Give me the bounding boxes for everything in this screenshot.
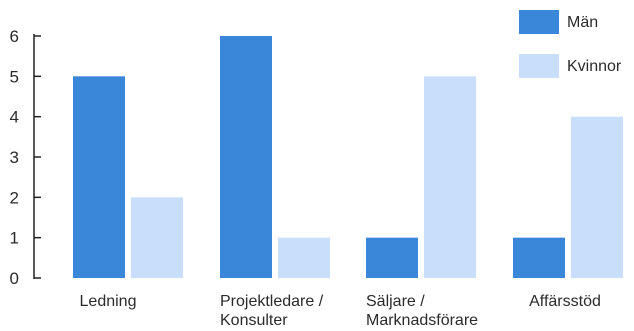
category-label-2: Säljare / Marknadsförare (366, 293, 478, 329)
legend-item-kvinnor: Kvinnor (519, 54, 622, 78)
legend-label: Män (567, 14, 598, 31)
category-label-line: Affärsstöd (529, 293, 601, 310)
legend-label: Kvinnor (567, 58, 622, 75)
bars-layer (73, 36, 623, 279)
bar-man-2 (366, 237, 418, 278)
bar-man-3 (513, 237, 565, 278)
y-tick-label: 0 (10, 269, 19, 288)
y-tick-label: 2 (10, 188, 19, 207)
y-tick-label: 1 (10, 229, 19, 248)
bar-man-0 (73, 76, 125, 278)
y-axis: 0 1 2 3 4 5 6 (10, 27, 41, 288)
y-tick-label: 4 (10, 108, 19, 127)
legend-swatch (519, 10, 559, 34)
category-label-line: Projektledare / (220, 293, 324, 310)
category-label-1: Projektledare / Konsulter (220, 293, 324, 329)
category-label-line: Ledning (80, 293, 137, 310)
category-label-line: Marknadsförare (366, 312, 478, 329)
category-label-line: Säljare / (366, 293, 425, 310)
bar-kvinnor-1 (278, 237, 330, 278)
y-tick-label: 5 (10, 67, 19, 86)
bar-kvinnor-0 (131, 197, 183, 278)
y-tick-label: 3 (10, 148, 19, 167)
category-label-line: Konsulter (220, 312, 288, 329)
bar-kvinnor-2 (424, 76, 476, 278)
category-label-0: Ledning (80, 293, 137, 310)
category-label-3: Affärsstöd (529, 293, 601, 310)
x-axis-labels: Ledning Projektledare / Konsulter Säljare /… (80, 293, 601, 329)
legend: Män Kvinnor (519, 10, 622, 78)
legend-swatch (519, 54, 559, 78)
bar-man-1 (220, 36, 272, 278)
y-tick-label: 6 (10, 27, 19, 46)
bar-kvinnor-3 (571, 116, 623, 279)
legend-item-man: Män (519, 10, 598, 34)
